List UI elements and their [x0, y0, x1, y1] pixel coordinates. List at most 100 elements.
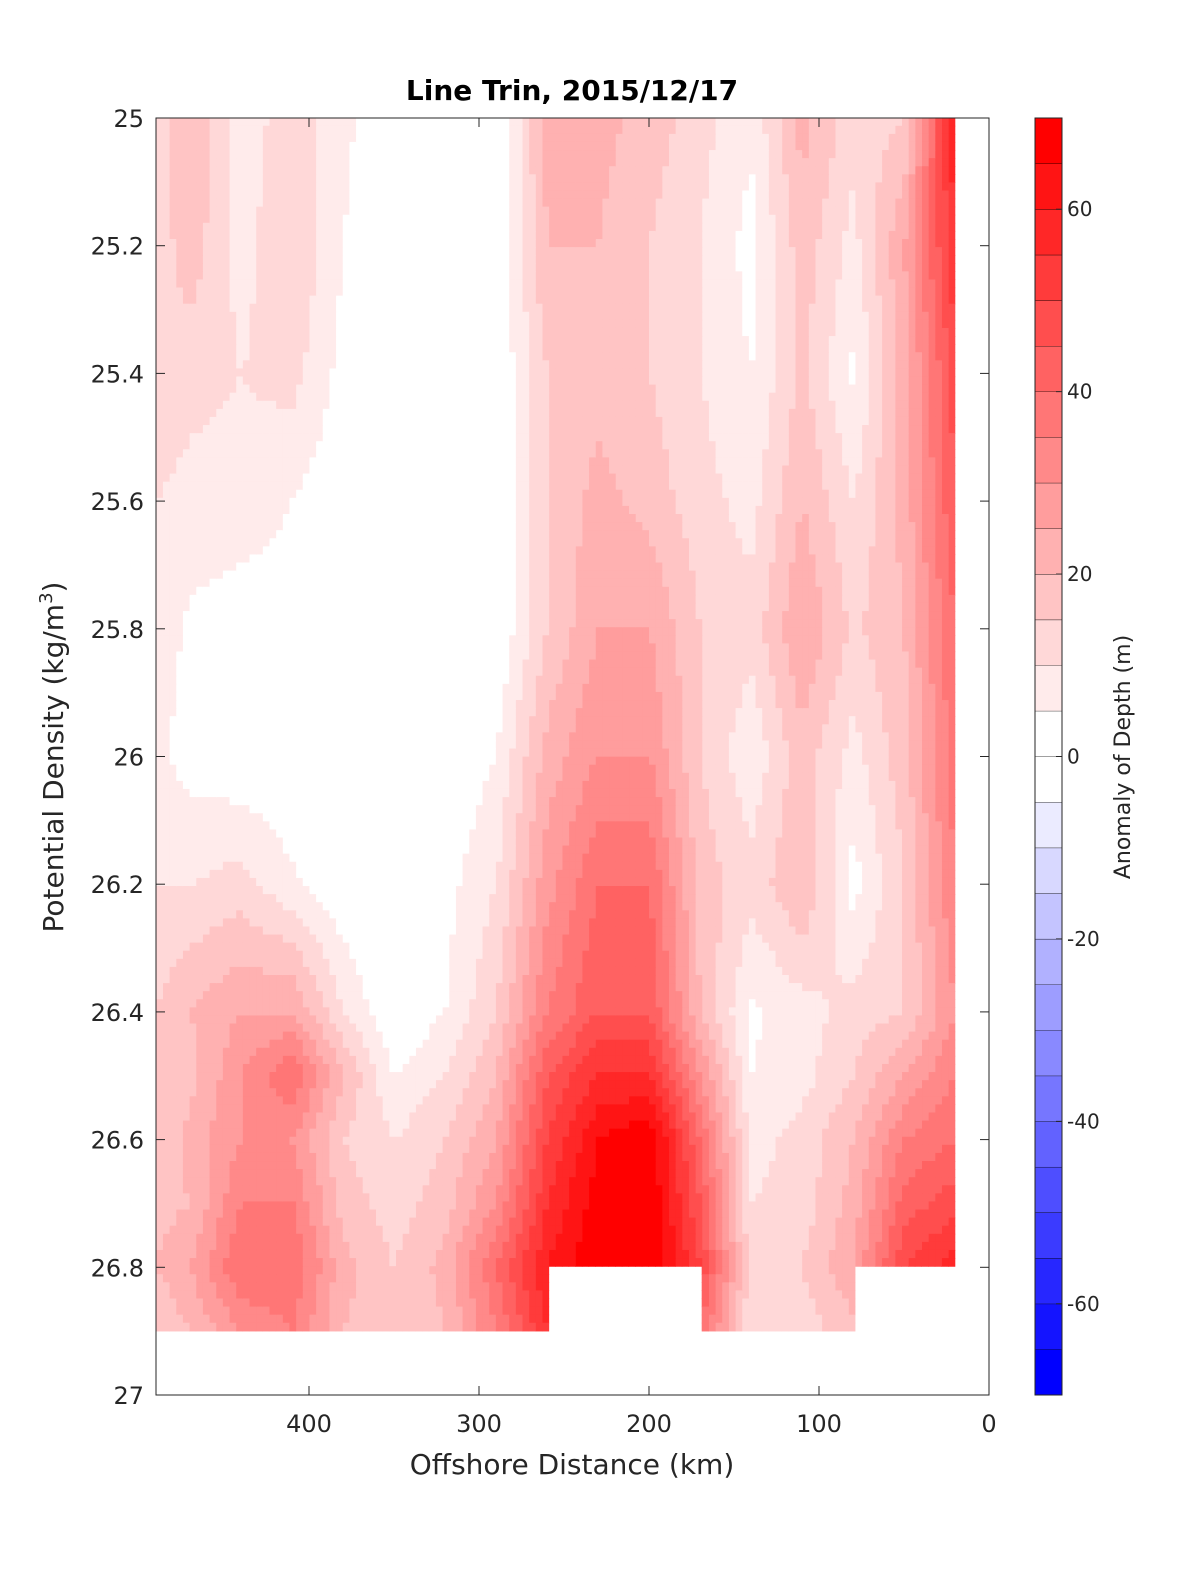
contour-cell	[794, 230, 803, 240]
contour-cell	[821, 675, 829, 685]
contour-cell	[801, 497, 809, 507]
contour-cell	[814, 934, 823, 944]
contour-cell	[894, 271, 903, 281]
contour-cell	[914, 886, 923, 895]
contour-cell	[894, 602, 903, 612]
contour-cell	[841, 433, 849, 442]
contour-cell	[734, 425, 743, 434]
contour-cell	[888, 861, 896, 871]
contour-cell	[801, 1298, 809, 1308]
contour-cell	[814, 958, 823, 968]
contour-cell	[801, 1023, 809, 1033]
contour-cell	[821, 1193, 829, 1203]
contour-cell	[808, 150, 816, 159]
contour-cell	[814, 1023, 823, 1033]
contour-cell	[814, 263, 823, 272]
contour-cell	[914, 958, 923, 968]
contour-cell	[821, 570, 829, 580]
contour-cell	[728, 619, 736, 628]
contour-cell	[821, 1241, 829, 1251]
contour-cell	[741, 465, 749, 475]
contour-cell	[881, 869, 889, 879]
contour-cell	[808, 247, 816, 256]
contour-cell	[788, 158, 796, 167]
contour-cell	[934, 352, 942, 361]
contour-cell	[734, 683, 743, 693]
contour-cell	[868, 368, 876, 378]
contour-cell	[814, 716, 823, 725]
contour-cell	[774, 1161, 783, 1170]
contour-cell	[841, 1007, 849, 1017]
contour-cell	[801, 805, 809, 814]
contour-cell	[854, 902, 863, 911]
contour-cell	[841, 1233, 849, 1243]
contour-cell	[754, 877, 763, 887]
contour-cell	[881, 433, 889, 442]
contour-cell	[788, 287, 796, 297]
contour-cell	[908, 295, 916, 305]
contour-cell	[928, 813, 936, 822]
contour-cell	[874, 239, 883, 248]
contour-cell	[834, 376, 843, 386]
contour-cell	[748, 594, 756, 604]
contour-cell	[901, 441, 909, 450]
contour-cell	[734, 182, 743, 192]
contour-cell	[774, 918, 783, 928]
contour-cell	[848, 651, 856, 661]
contour-cell	[741, 1201, 749, 1211]
contour-cell	[908, 683, 916, 693]
contour-cell	[794, 853, 803, 863]
contour-cell	[801, 853, 809, 863]
contour-cell	[761, 433, 769, 442]
contour-cell	[754, 764, 763, 774]
contour-cell	[761, 586, 769, 596]
contour-cell	[774, 1088, 783, 1097]
contour-cell	[848, 748, 856, 758]
contour-cell	[948, 1161, 956, 1170]
contour-cell	[814, 877, 823, 887]
contour-cell	[861, 853, 869, 863]
contour-cell	[828, 433, 836, 442]
contour-cell	[754, 1039, 763, 1049]
contour-cell	[894, 1144, 903, 1154]
contour-cell	[794, 966, 803, 976]
contour-cell	[808, 263, 816, 272]
contour-cell	[788, 1282, 796, 1292]
contour-cell	[768, 1072, 776, 1081]
contour-cell	[814, 780, 823, 790]
contour-cell	[868, 805, 876, 814]
contour-cell	[874, 570, 883, 580]
contour-cell	[734, 926, 743, 936]
contour-cell	[881, 384, 889, 394]
contour-cell	[728, 700, 736, 709]
contour-cell	[914, 918, 923, 928]
contour-cell	[908, 465, 916, 475]
contour-cell	[734, 319, 743, 329]
contour-cell	[948, 813, 956, 822]
contour-cell	[754, 813, 763, 822]
contour-cell	[854, 991, 863, 1000]
contour-cell	[941, 344, 949, 353]
contour-cell	[841, 554, 849, 564]
contour-cell	[834, 861, 843, 871]
contour-cell	[814, 327, 823, 337]
contour-cell	[814, 449, 823, 458]
contour-cell	[768, 489, 776, 499]
contour-cell	[734, 295, 743, 305]
contour-cell	[768, 1120, 776, 1130]
contour-cell	[948, 530, 956, 539]
contour-cell	[754, 1136, 763, 1146]
contour-cell	[728, 433, 736, 442]
contour-cell	[821, 1104, 829, 1114]
contour-cell	[741, 481, 749, 491]
contour-cell	[814, 1266, 823, 1275]
contour-cell	[748, 570, 756, 580]
contour-cell	[894, 788, 903, 798]
contour-cell	[841, 513, 849, 523]
contour-cell	[874, 376, 883, 386]
contour-cell	[788, 206, 796, 216]
contour-cell	[888, 222, 896, 232]
contour-cell	[894, 1088, 903, 1097]
contour-cell	[741, 344, 749, 353]
contour-cell	[801, 222, 809, 232]
